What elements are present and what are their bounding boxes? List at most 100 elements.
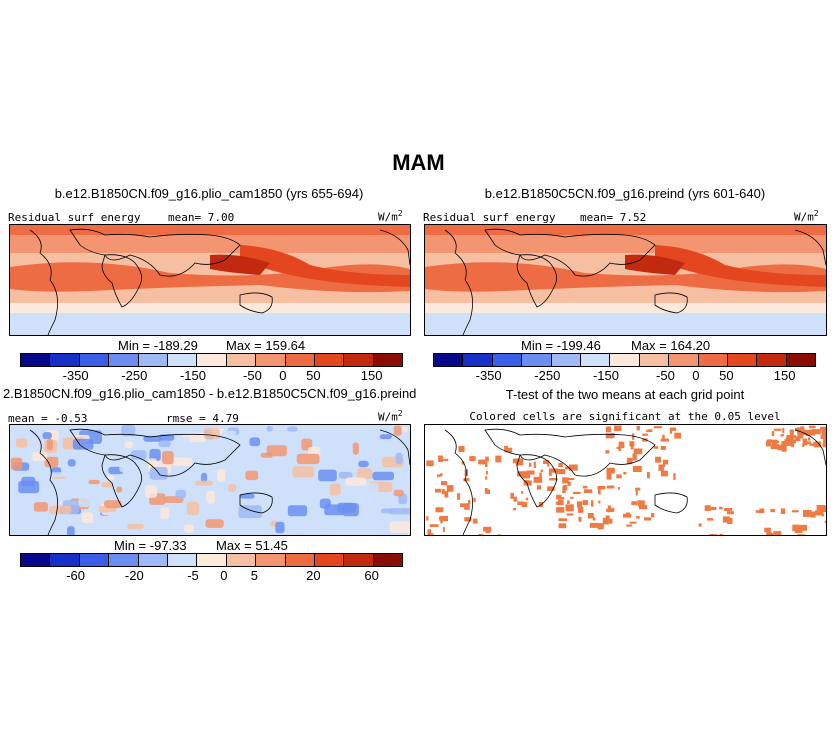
- significant-cell: [655, 456, 661, 463]
- significant-cell: [660, 446, 666, 450]
- diff-field-patch: [15, 438, 28, 448]
- panel3-coastline-east: [379, 429, 410, 466]
- panel1-tropical-band: [10, 262, 410, 293]
- significant-cell: [435, 488, 442, 493]
- significant-cell: [780, 508, 786, 514]
- diff-field-patch: [329, 483, 341, 496]
- colorbar-swatch: [344, 554, 374, 566]
- diff-field-patch: [389, 521, 410, 533]
- colorbar-swatch: [138, 554, 168, 566]
- colorbar-tick: 0: [220, 568, 228, 583]
- significant-cell: [521, 491, 524, 494]
- panel3-mean-value: -0.53: [54, 412, 88, 425]
- significant-cell: [513, 496, 517, 502]
- significant-cell: [802, 441, 812, 445]
- colorbar-swatch: [434, 354, 464, 366]
- colorbar-swatch: [226, 554, 257, 566]
- diff-field-patch: [158, 440, 171, 447]
- colorbar-swatch: [285, 354, 315, 366]
- diff-field-patch: [296, 453, 320, 465]
- colorbar-swatch: [50, 354, 80, 366]
- significant-cell: [797, 427, 802, 434]
- significant-cell: [485, 471, 488, 475]
- diff-field-patch: [287, 525, 305, 533]
- significant-cell: [438, 455, 443, 462]
- significant-cell: [823, 434, 826, 442]
- significant-cell: [440, 473, 443, 477]
- panel2-coastline-eurasia: [484, 228, 656, 277]
- colorbar-swatch: [463, 354, 493, 366]
- significant-cell: [824, 435, 826, 438]
- significant-cell: [461, 461, 465, 465]
- diff-field-patch: [107, 475, 115, 481]
- significant-cell: [662, 434, 665, 441]
- diff-field-patch: [217, 468, 226, 482]
- diff-field-patch: [119, 460, 130, 473]
- diff-field-patch: [48, 506, 72, 514]
- significant-cell: [812, 429, 821, 435]
- diff-field-patch: [67, 526, 75, 535]
- significant-cell: [556, 494, 562, 500]
- diff-field-patch: [101, 481, 114, 488]
- panel1-coastline-east: [379, 229, 410, 266]
- significant-cell: [486, 489, 490, 495]
- colorbar-swatch: [580, 354, 611, 366]
- significant-cell: [821, 513, 825, 517]
- significant-cell: [809, 429, 813, 435]
- colorbar-tick: -350: [62, 368, 89, 383]
- significant-cell: [815, 510, 822, 516]
- colorbar-tick: 60: [364, 568, 379, 583]
- diff-field-patch: [149, 449, 161, 461]
- colorbar-tick: 150: [773, 368, 796, 383]
- diff-field-patch: [67, 459, 76, 467]
- panel3-colorbar: [20, 553, 403, 567]
- significant-cell: [472, 518, 478, 524]
- diff-field-patch: [287, 505, 308, 517]
- significant-cell: [558, 462, 563, 468]
- colorbar-swatch: [373, 354, 403, 366]
- panel2-coastline-east: [794, 229, 826, 266]
- colorbar-swatch: [786, 354, 816, 366]
- diff-field-patch: [379, 434, 392, 440]
- significant-cell: [577, 501, 582, 508]
- diff-field-patch: [159, 434, 175, 441]
- significant-cell: [643, 517, 652, 521]
- diff-field-patch: [273, 454, 283, 469]
- significant-cell: [669, 427, 677, 431]
- diff-field-patch: [21, 476, 36, 487]
- colorbar-swatch: [138, 354, 168, 366]
- diff-field-patch: [190, 515, 199, 524]
- significant-cell: [592, 517, 596, 521]
- significant-cell: [629, 521, 637, 524]
- significant-cell: [540, 469, 543, 473]
- diff-field-patch: [88, 479, 101, 485]
- significant-cell: [446, 485, 454, 492]
- significant-cell: [602, 517, 609, 525]
- significant-cell: [504, 445, 508, 452]
- significant-cell: [427, 529, 432, 535]
- significant-cell: [674, 432, 682, 439]
- significant-cell: [442, 458, 449, 461]
- significant-cell: [808, 437, 811, 441]
- significant-cell: [495, 455, 502, 463]
- significant-cell: [630, 445, 634, 450]
- panel1-min: Min = -189.29: [118, 338, 198, 353]
- significant-cell: [771, 440, 779, 444]
- significant-cell: [636, 425, 640, 431]
- significant-cell: [632, 433, 635, 440]
- significant-cell: [791, 510, 799, 513]
- significant-cell: [497, 534, 501, 535]
- panel3-coastline-australia: [239, 492, 273, 514]
- significant-cell: [549, 468, 558, 473]
- panel1-mean-label: mean= 7.00: [168, 211, 235, 224]
- panel2-min: Min = -199.46: [521, 338, 601, 353]
- panel4-coastline-eurasia: [484, 428, 656, 477]
- diff-field-patch: [124, 441, 133, 449]
- significant-cell: [724, 508, 733, 512]
- significant-cell: [533, 476, 543, 483]
- diff-field-patch: [266, 425, 273, 432]
- significant-cell: [513, 507, 516, 511]
- colorbar-tick: -250: [121, 368, 148, 383]
- panel4-coastline-australia: [654, 492, 688, 514]
- panel3-coastline-americas: [29, 429, 58, 535]
